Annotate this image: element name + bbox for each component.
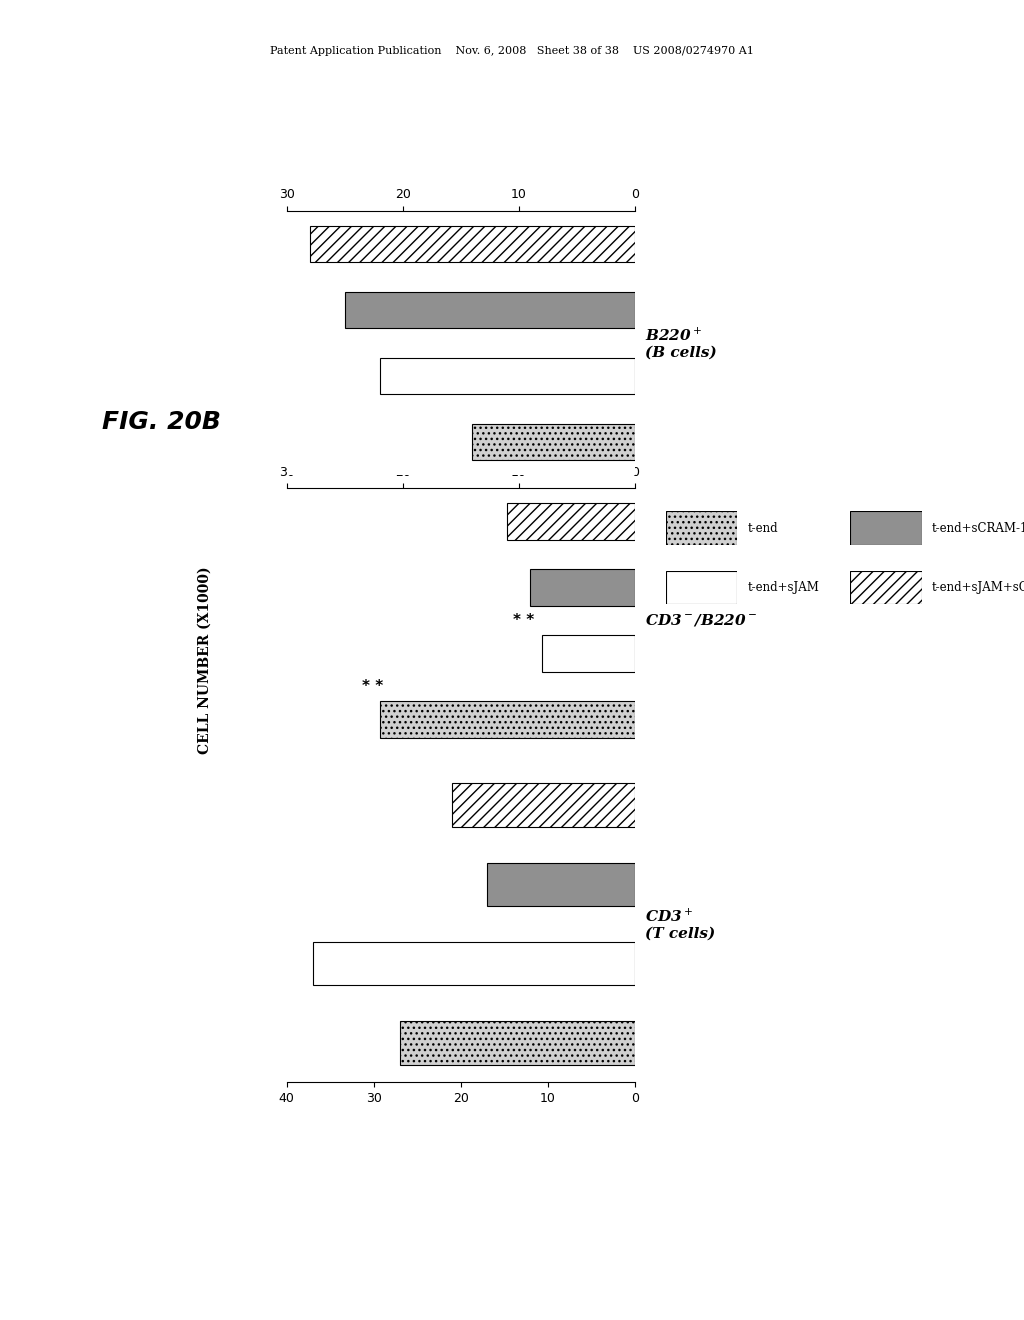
Text: t-end+sJAM: t-end+sJAM xyxy=(748,581,819,594)
Bar xyxy=(507,503,635,540)
Text: * *: * * xyxy=(513,612,535,628)
Text: CD3$^-$/B220$^-$: CD3$^-$/B220$^-$ xyxy=(645,612,758,628)
Bar xyxy=(380,358,635,395)
Bar xyxy=(472,424,635,461)
Bar xyxy=(380,701,635,738)
Text: CELL NUMBER (X1000): CELL NUMBER (X1000) xyxy=(198,566,212,754)
Bar xyxy=(487,863,635,907)
Bar xyxy=(313,942,635,985)
Bar xyxy=(453,784,635,826)
Text: FIG. 20B: FIG. 20B xyxy=(102,411,221,434)
Bar xyxy=(530,569,635,606)
Text: Patent Application Publication    Nov. 6, 2008   Sheet 38 of 38    US 2008/02749: Patent Application Publication Nov. 6, 2… xyxy=(270,46,754,57)
Text: * *: * * xyxy=(362,678,383,694)
Text: t-end+sCRAM-1: t-end+sCRAM-1 xyxy=(932,521,1024,535)
Bar xyxy=(345,292,635,329)
Text: t-end+sJAM+sCRAM-1: t-end+sJAM+sCRAM-1 xyxy=(932,581,1024,594)
Bar xyxy=(542,635,635,672)
Text: t-end: t-end xyxy=(748,521,778,535)
Text: B220$^+$
(B cells): B220$^+$ (B cells) xyxy=(645,326,717,360)
Bar xyxy=(310,226,635,263)
Bar xyxy=(399,1022,635,1064)
Text: CD3$^+$
(T cells): CD3$^+$ (T cells) xyxy=(645,907,716,941)
